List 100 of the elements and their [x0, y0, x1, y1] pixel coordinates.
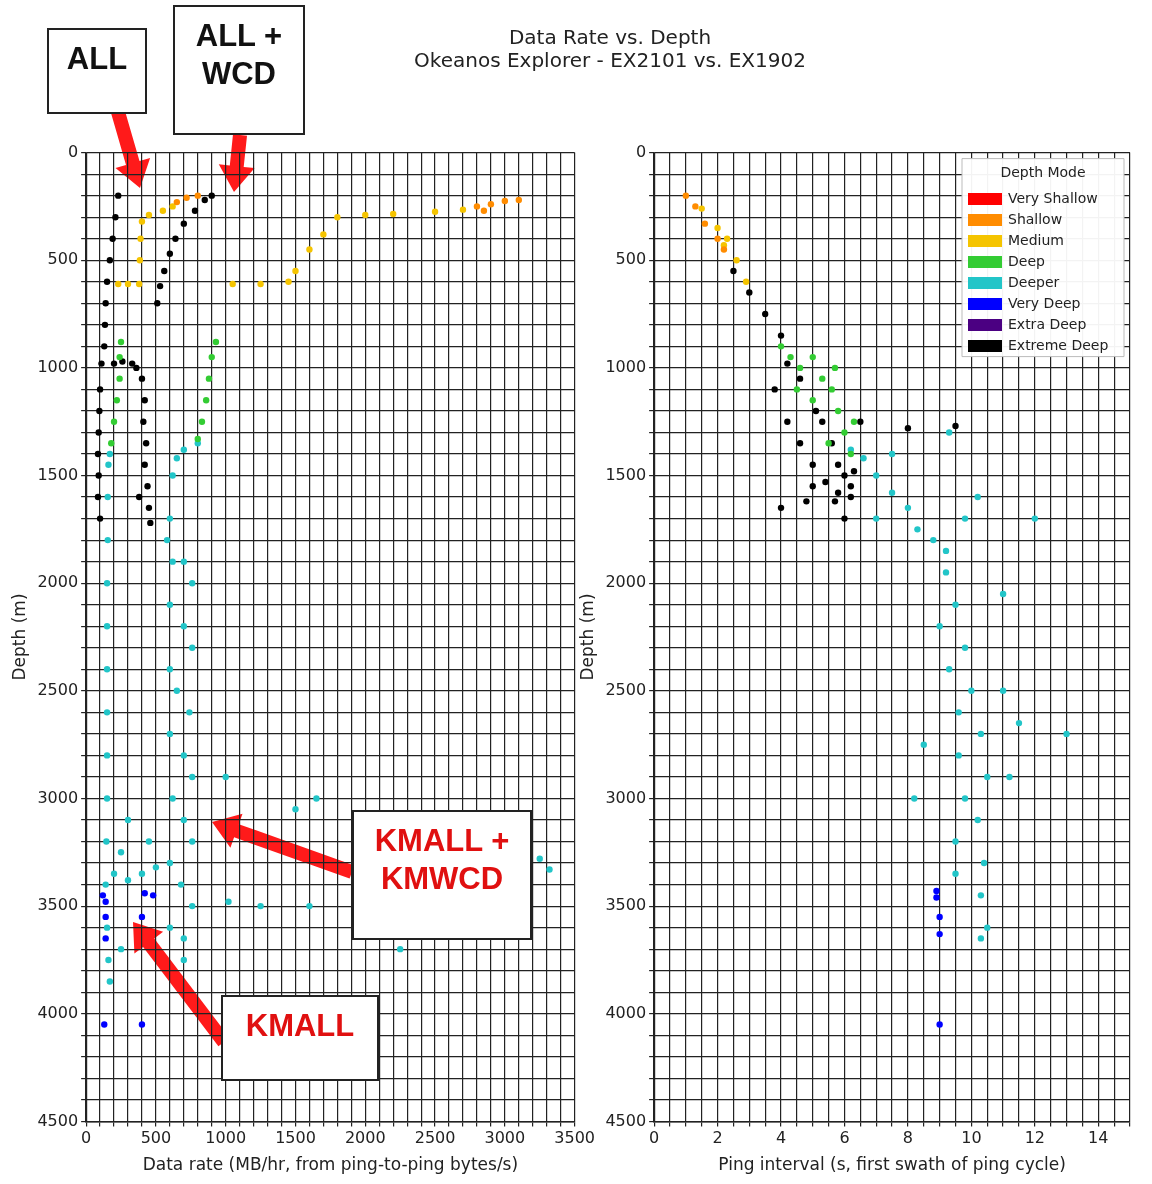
point [306, 902, 313, 910]
point [720, 246, 728, 253]
point [103, 709, 111, 716]
point [189, 902, 196, 910]
point [180, 446, 188, 453]
legend-label: Very Deep [1008, 294, 1081, 311]
x-tick-label: 4 [775, 1128, 787, 1148]
point [138, 870, 146, 878]
legend-label: Extra Deep [1008, 315, 1087, 332]
x-tick-label: 6 [839, 1128, 850, 1148]
y-tick-label: 2000 [37, 572, 79, 592]
point [362, 211, 369, 219]
point [183, 194, 190, 202]
point [819, 375, 826, 382]
point [984, 924, 991, 931]
y-axis-title: Depth (m) [576, 593, 597, 681]
point [99, 892, 107, 899]
point [102, 881, 109, 888]
point [1006, 773, 1013, 781]
point [834, 407, 842, 415]
point [102, 935, 109, 942]
point [977, 892, 985, 899]
point [136, 257, 144, 264]
point [112, 213, 119, 221]
point [809, 461, 816, 468]
point [138, 218, 146, 225]
point [809, 483, 816, 490]
legend-label: Deeper [1008, 273, 1060, 290]
point [803, 498, 810, 505]
point [180, 956, 188, 964]
point [173, 198, 181, 206]
point [105, 461, 112, 468]
point [1015, 719, 1023, 727]
point [546, 866, 553, 873]
point [124, 816, 132, 824]
x-axis-title: Ping interval (s, first swath of ping cycle) [718, 1154, 1066, 1175]
point [103, 838, 110, 845]
point [999, 590, 1007, 598]
point [714, 224, 721, 232]
point [480, 207, 488, 214]
point [761, 310, 769, 318]
y-tick-label: 2500 [37, 679, 79, 699]
point [914, 526, 921, 533]
point [113, 396, 121, 404]
point [888, 450, 896, 458]
point [116, 375, 123, 382]
x-tick-label: 10 [961, 1128, 982, 1148]
point [144, 483, 151, 490]
point [166, 924, 174, 931]
point [96, 515, 104, 522]
point [180, 623, 188, 630]
y-tick-label: 3000 [37, 787, 79, 807]
point [701, 220, 709, 227]
point [952, 870, 959, 878]
point [777, 332, 785, 339]
point [974, 816, 981, 824]
point [784, 418, 791, 425]
point [98, 360, 105, 367]
point [857, 418, 864, 425]
point [733, 257, 740, 264]
x-tick-label: 1500 [275, 1128, 316, 1148]
point [194, 435, 201, 443]
point [796, 375, 804, 382]
y-tick-label: 500 [615, 249, 647, 269]
point [189, 773, 196, 781]
annotation: KMALL [221, 995, 379, 1081]
point [787, 353, 794, 361]
point [809, 396, 816, 404]
point [229, 280, 236, 288]
point [784, 360, 791, 367]
point [933, 887, 940, 895]
point [108, 440, 115, 447]
y-tick-label: 3000 [605, 787, 647, 807]
point [834, 461, 842, 468]
y-tick-label: 1000 [37, 357, 79, 377]
point [194, 192, 201, 199]
chart-title: Data Rate vs. Depth [507, 25, 713, 49]
point [225, 898, 232, 906]
y-tick-label: 3500 [37, 895, 79, 915]
point [1063, 730, 1070, 738]
point [94, 493, 102, 501]
point [936, 1021, 943, 1028]
point [208, 353, 215, 361]
legend-label: Deep [1008, 252, 1046, 269]
point [459, 206, 467, 213]
point [945, 666, 953, 673]
point [682, 192, 690, 199]
point [831, 498, 839, 505]
point [180, 558, 188, 565]
point [169, 795, 176, 802]
point [106, 257, 114, 264]
point [257, 280, 264, 288]
point [968, 687, 975, 695]
point [904, 424, 912, 432]
x-tick-label: 3000 [484, 1128, 526, 1148]
point [212, 338, 220, 346]
point [202, 396, 210, 404]
legend-label: Extreme Deep [1008, 336, 1109, 353]
point [730, 267, 737, 275]
x-tick-label: 500 [140, 1128, 172, 1148]
